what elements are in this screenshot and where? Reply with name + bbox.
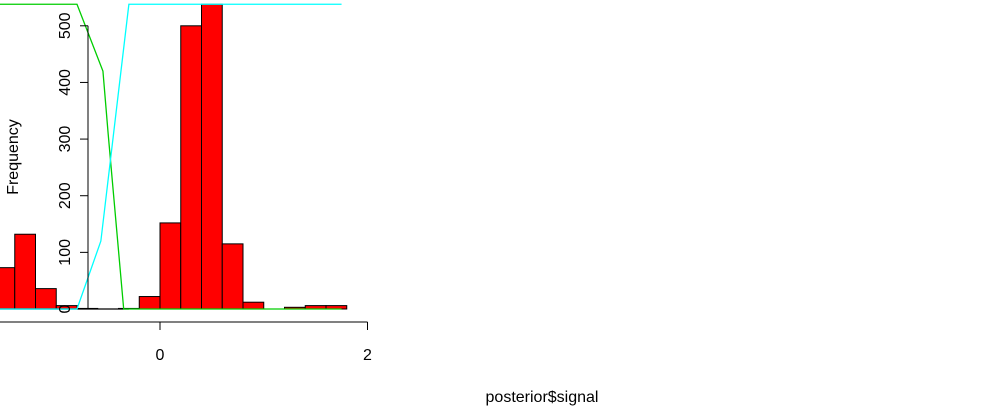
x-tick-label: 0 — [156, 347, 165, 364]
histogram-bars — [0, 3, 348, 310]
x-tick-label: 2 — [363, 347, 372, 364]
histogram-bar — [201, 3, 223, 310]
y-axis: 0 100 200 300 400 500 — [57, 12, 89, 313]
histogram-bar — [35, 288, 57, 310]
y-tick-label: 0 — [57, 304, 74, 313]
histogram-bar — [242, 301, 265, 310]
histogram-bar — [180, 25, 202, 310]
series-lines — [0, 3, 342, 310]
y-tick-label: 200 — [57, 182, 74, 209]
series-line — [0, 3, 342, 310]
y-tick-label: 300 — [57, 126, 74, 153]
y-ticks: 0 100 200 300 400 500 — [57, 12, 88, 313]
histogram-bar — [0, 267, 16, 310]
y-tick-label: 500 — [57, 12, 74, 39]
histogram-bar — [138, 296, 161, 310]
histogram-bar — [14, 233, 36, 310]
x-axis: −6−4−202 — [0, 321, 372, 364]
histogram-bar — [221, 243, 244, 310]
histogram-bar — [159, 222, 182, 310]
x-axis-title: posterior$signal — [486, 389, 599, 406]
y-tick-label: 100 — [57, 239, 74, 266]
series-line — [0, 3, 342, 310]
y-axis-title: Frequency — [5, 119, 22, 195]
x-ticks: −6−4−202 — [156, 322, 372, 364]
y-tick-label: 400 — [57, 69, 74, 96]
